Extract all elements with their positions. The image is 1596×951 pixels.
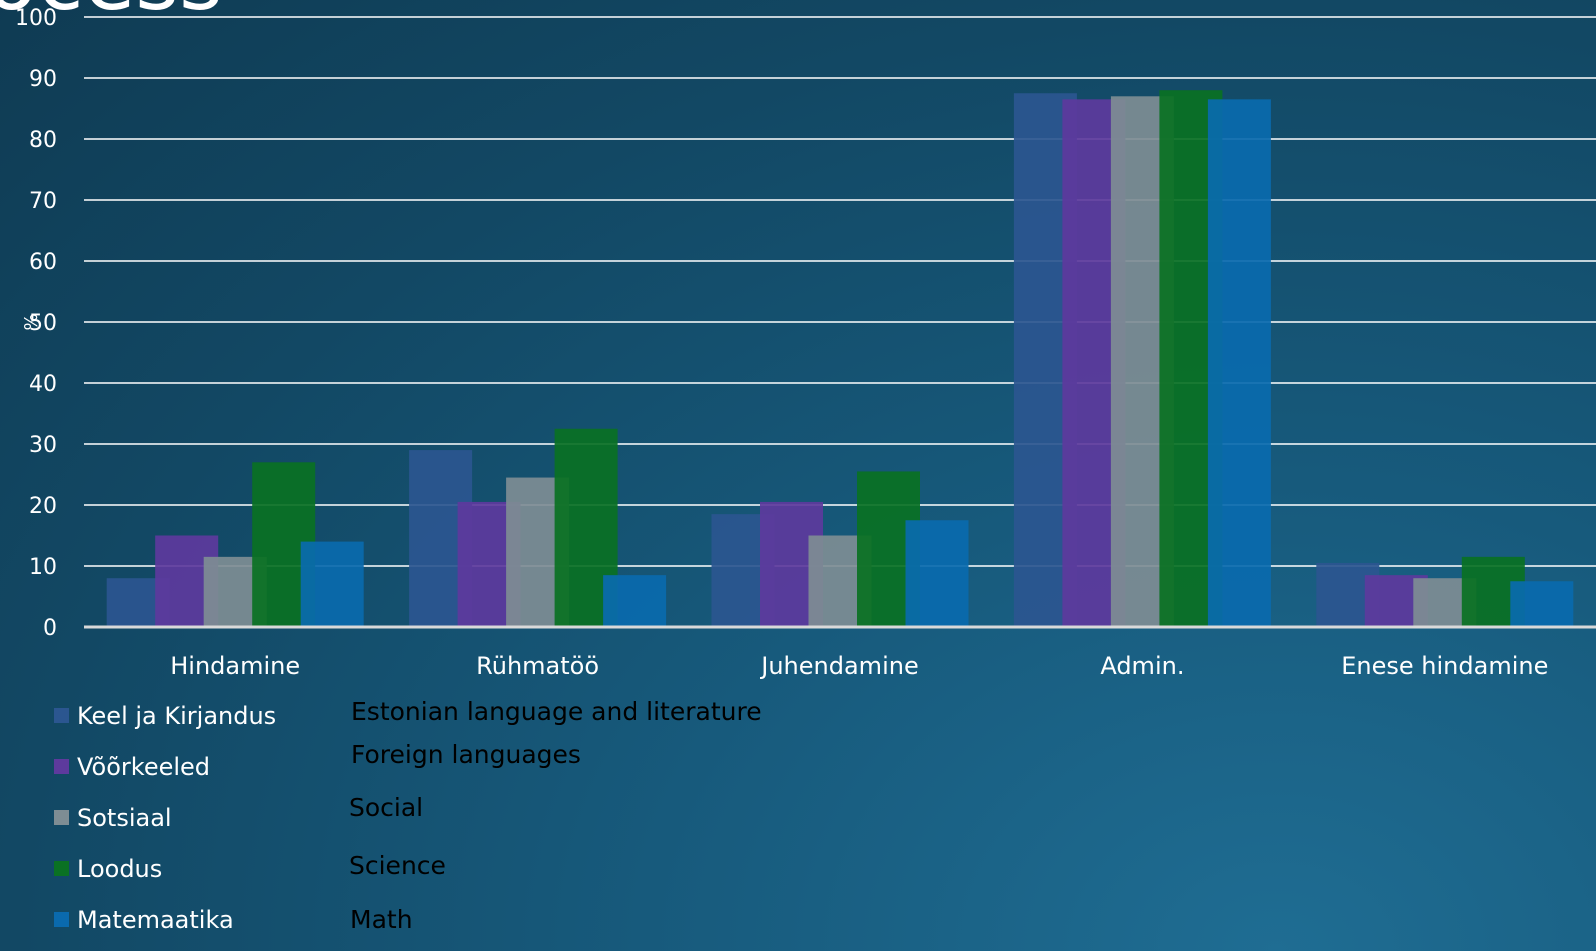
- legend-swatch: [54, 810, 69, 825]
- translation-text: Social: [349, 793, 424, 822]
- legend-item: Võõrkeeled: [54, 741, 276, 792]
- y-tick-label: 30: [29, 433, 57, 458]
- x-category-label: Hindamine: [170, 652, 300, 680]
- y-tick-label: 10: [29, 555, 57, 580]
- legend-item: Loodus: [54, 843, 276, 894]
- y-tick-label: 20: [29, 494, 57, 519]
- y-tick-label: 40: [29, 372, 57, 397]
- y-tick-label: 60: [29, 250, 57, 275]
- translation-notes: Estonian language and literature Foreign …: [348, 0, 948, 951]
- y-tick-label: 50: [29, 311, 57, 336]
- legend-label: Matemaatika: [77, 905, 234, 934]
- x-category-label: Juhendamine: [759, 652, 918, 680]
- legend-label: Võõrkeeled: [77, 752, 211, 781]
- bar-matemaatika-0: [300, 541, 364, 627]
- bar-matemaatika-3: [1207, 99, 1271, 628]
- legend-item: Matemaatika: [54, 894, 276, 945]
- x-category-label: Enese hindamine: [1341, 652, 1548, 680]
- translation-text: Foreign languages: [351, 740, 581, 769]
- translation-text: Math: [350, 905, 413, 934]
- bar-matemaatika-4: [1510, 581, 1574, 627]
- legend-label: Sotsiaal: [77, 803, 172, 832]
- legend-label: Keel ja Kirjandus: [77, 701, 277, 730]
- legend-item: Keel ja Kirjandus: [54, 690, 276, 741]
- y-tick-label: 90: [29, 67, 57, 92]
- x-category-label: Admin.: [1100, 652, 1184, 680]
- legend-swatch: [54, 759, 69, 774]
- bars: [106, 90, 1574, 628]
- legend-swatch: [54, 861, 69, 876]
- legend: Keel ja Kirjandus Võõrkeeled Sotsiaal Loodu…: [54, 690, 276, 945]
- legend-swatch: [54, 708, 69, 723]
- y-tick-label: 80: [29, 128, 57, 153]
- bar-matemaatika-1: [603, 575, 667, 627]
- axes: 0 10 20 30 40 50 60 70 80 90 100% Hindamine Rühmatöö…: [15, 6, 1596, 680]
- legend-swatch: [54, 912, 69, 927]
- x-category-label: Rühmatöö: [476, 652, 599, 680]
- y-tick-label: 100: [15, 6, 57, 31]
- translation-text: Estonian language and literature: [351, 697, 762, 726]
- y-tick-label: 70: [29, 189, 57, 214]
- y-tick-label: 0: [43, 616, 57, 641]
- translation-text: Science: [349, 851, 446, 880]
- legend-label: Loodus: [77, 854, 163, 883]
- legend-item: Sotsiaal: [54, 792, 276, 843]
- y-axis-label: %: [21, 313, 42, 330]
- bar-matemaatika-2: [905, 520, 969, 627]
